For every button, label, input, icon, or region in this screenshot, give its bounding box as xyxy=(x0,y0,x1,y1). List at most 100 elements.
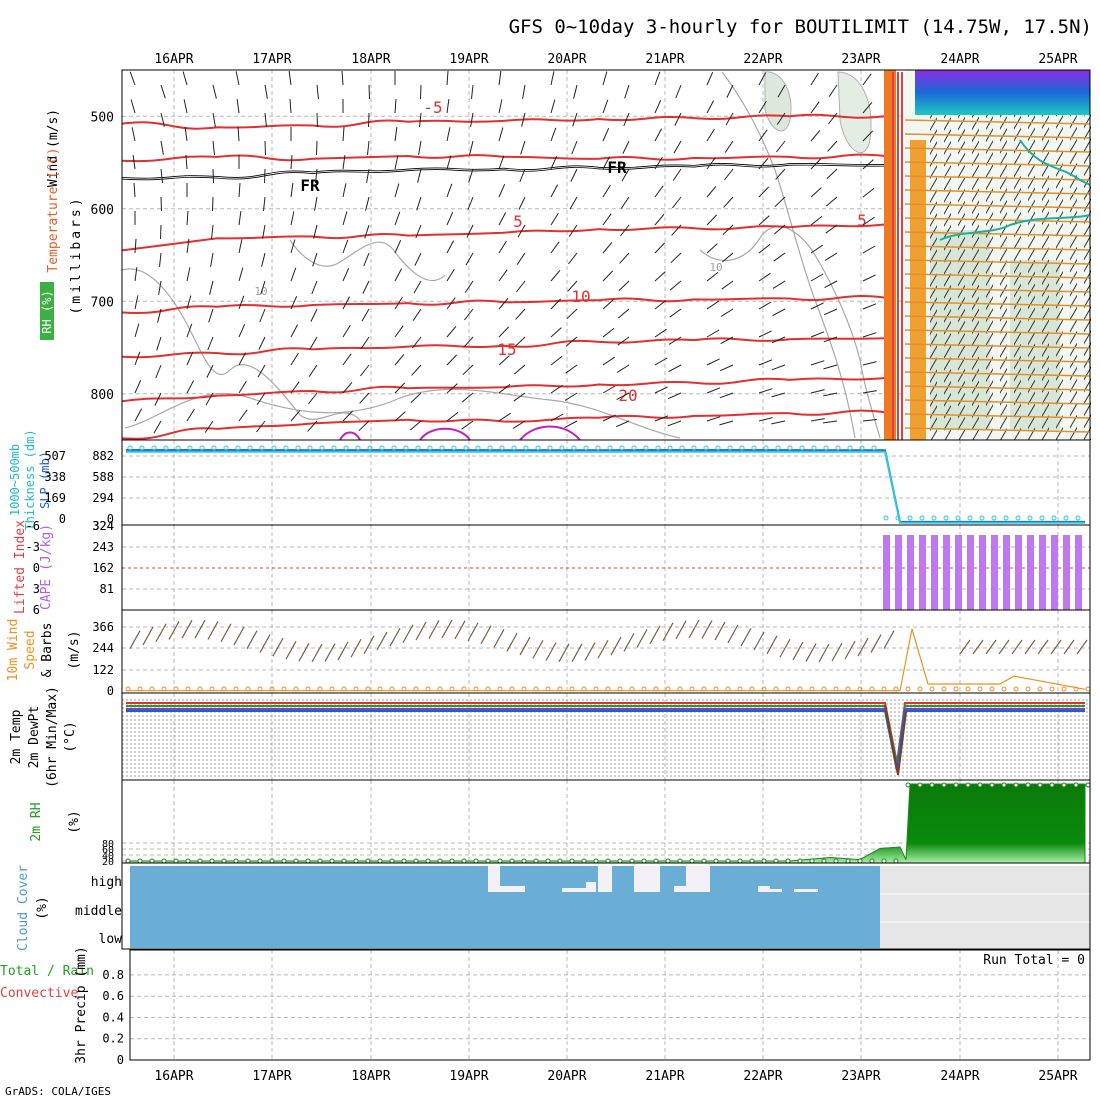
hatched-column xyxy=(930,115,937,440)
slp-marker xyxy=(571,445,577,451)
wind-barb xyxy=(313,224,318,239)
wind-barb xyxy=(360,364,370,377)
10m-wind-speed-marker xyxy=(917,686,923,692)
wind-barb xyxy=(672,196,682,209)
wind-barb xyxy=(723,196,734,208)
cape-bar xyxy=(1003,535,1010,610)
orange-contours xyxy=(904,119,1091,433)
wind-barb xyxy=(394,155,399,170)
10m-wind-speed-marker xyxy=(821,686,827,692)
10m-wind-speed-marker xyxy=(965,686,971,692)
orange-contour xyxy=(904,203,1091,209)
wind-barb xyxy=(160,224,162,240)
wind-barb xyxy=(134,267,138,282)
precip-total-label: Total / Rain xyxy=(0,964,94,979)
10m-wind-barb xyxy=(985,639,997,655)
10m-wind-speed-marker xyxy=(953,686,959,692)
6hr-minmax-axis-label: (6hr Min/Max) xyxy=(45,686,60,788)
pressure-ticks: 500 600 700 800 xyxy=(91,110,114,403)
10m-wind-speed-marker xyxy=(521,686,527,692)
wind-barb xyxy=(212,140,215,155)
10m-wind-speed-marker xyxy=(449,686,455,692)
10m-wind-speed-marker xyxy=(161,686,167,692)
wind-barb xyxy=(550,327,562,338)
wind-barb xyxy=(862,332,877,338)
wind-barb xyxy=(516,252,526,265)
wind-barb xyxy=(624,84,630,99)
wind-barb xyxy=(498,240,507,254)
10m-wind-barb xyxy=(194,619,206,639)
wind-barb xyxy=(446,183,453,198)
wind-barb xyxy=(654,99,662,114)
wind-barb xyxy=(258,336,266,350)
orange-contour xyxy=(904,315,1091,321)
orange-contour xyxy=(904,371,1091,377)
wind-barb xyxy=(498,297,509,310)
wind-barb xyxy=(264,84,268,99)
wind-barb xyxy=(862,245,876,254)
cloud-gap xyxy=(500,886,525,892)
wind-barb xyxy=(155,364,162,379)
top-date-axis: 16APR 17APR 18APR 19APR 20APR 21APR 22APR 23APR… xyxy=(154,52,1077,67)
wind-barb xyxy=(773,252,786,262)
2m-rh-marker xyxy=(641,858,647,864)
millibars-axis-label: (millibars) xyxy=(69,195,84,314)
cape-bar xyxy=(1015,535,1022,610)
wind-barb xyxy=(771,336,786,344)
10m-wind-speed-marker xyxy=(581,686,587,692)
slp-marker xyxy=(151,445,157,451)
temperature-contour-line xyxy=(121,377,886,403)
wind-barb xyxy=(828,84,838,97)
10m-wind-barb xyxy=(649,625,661,645)
wind-barb xyxy=(498,355,510,366)
pressure-tick-label: 700 xyxy=(91,295,114,310)
orange-contour-band xyxy=(884,70,896,440)
wind-barb xyxy=(290,381,300,394)
wind-barb xyxy=(810,302,824,310)
contour-label: FR xyxy=(300,176,320,195)
10m-wind-speed-marker xyxy=(269,686,275,692)
low-level-temp-contour xyxy=(519,425,581,441)
2m-rh-marker xyxy=(665,858,671,864)
top-date-label: 17APR xyxy=(252,52,291,67)
2m-rh-marker xyxy=(821,858,827,864)
wind-barb xyxy=(446,211,454,226)
wind-barb xyxy=(616,392,630,401)
10m-wind-barb xyxy=(168,621,180,640)
2m-rh-marker xyxy=(929,782,935,788)
slp-thickness-panel: 1000~500mb Thickness (dm) SLP (mb) 507 33… xyxy=(8,429,1091,533)
10m-wind-speed-marker xyxy=(713,686,719,692)
cape-tick-label: 243 xyxy=(92,540,114,554)
wind-barb xyxy=(550,127,557,142)
wind-barb xyxy=(617,336,630,346)
cloud-level-middle: middle xyxy=(75,904,122,919)
wind-barb xyxy=(394,239,402,254)
wind-barb xyxy=(719,420,734,426)
bottom-date-label: 17APR xyxy=(252,1069,291,1084)
10m-wind-tick-label: 244 xyxy=(92,641,114,655)
wind-barb xyxy=(724,140,734,153)
10m-wind-barb xyxy=(480,625,492,645)
wind-barb xyxy=(550,155,558,170)
wind-barb xyxy=(471,84,474,99)
2m-rh-marker xyxy=(737,858,743,864)
slp-marker xyxy=(679,445,685,451)
hatched-column xyxy=(1014,115,1021,440)
10m-wind-speed-marker xyxy=(293,686,299,692)
10m-wind-barb xyxy=(272,637,284,657)
wind-barb xyxy=(290,183,294,198)
10m-wind-speed-marker xyxy=(689,686,695,692)
cloud-cover-frame xyxy=(121,862,1091,950)
chart-title: GFS 0~10day 3-hourly for BOUTILIMIT (14.… xyxy=(509,16,1092,38)
wind-barb xyxy=(673,140,682,154)
2m-rh-marker xyxy=(233,858,239,864)
hatched-column xyxy=(972,115,979,440)
slp-marker xyxy=(547,445,553,451)
wind-barb xyxy=(758,100,767,114)
cloud-gap xyxy=(770,889,782,892)
contour-label: 10 xyxy=(709,261,722,274)
bottom-date-label: 21APR xyxy=(645,1069,684,1084)
temperature-axis-label: Temperature (°C) xyxy=(46,147,61,272)
slp-marker xyxy=(163,445,169,451)
wind-barb xyxy=(394,211,401,226)
